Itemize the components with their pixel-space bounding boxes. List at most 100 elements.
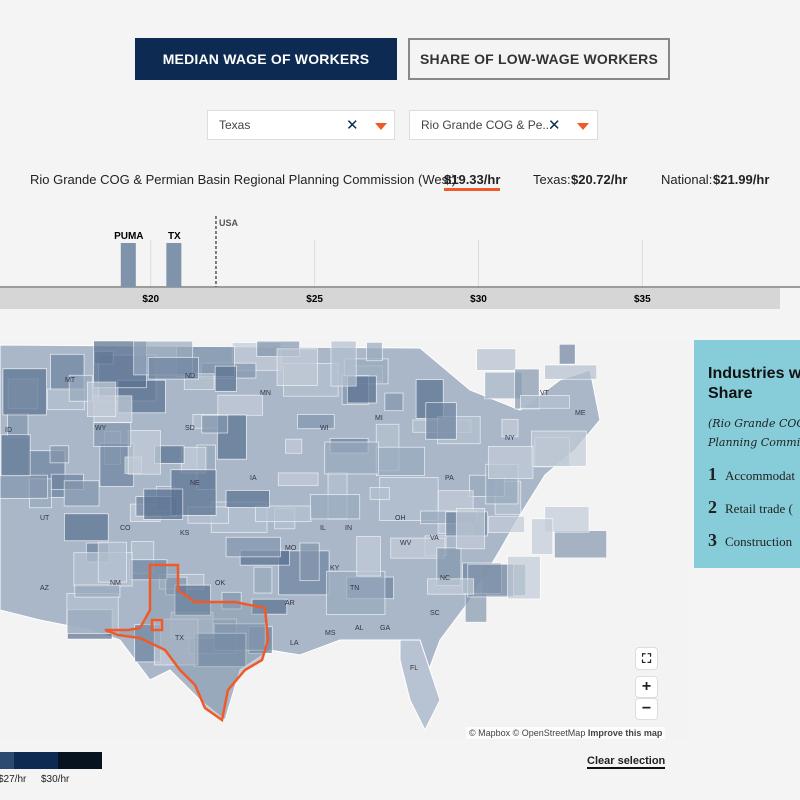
map-region[interactable] [425, 402, 457, 440]
state-label: ME [575, 410, 586, 417]
state-label: NC [440, 575, 450, 582]
map-region[interactable] [180, 446, 207, 474]
clear-icon[interactable]: ✕ [346, 117, 359, 134]
map-region[interactable] [285, 438, 303, 454]
state-label: Texas: [533, 172, 571, 187]
map-region[interactable] [253, 566, 273, 594]
state-label: UT [40, 515, 50, 522]
panel-title: Industries w Share [708, 365, 800, 402]
state-label: OK [215, 580, 225, 587]
clear-selection-link[interactable]: Clear selection [587, 755, 666, 769]
map-region[interactable] [143, 488, 184, 520]
state-label: NE [190, 480, 200, 487]
tab-low-wage-share[interactable]: SHARE OF LOW-WAGE WORKERS [408, 38, 670, 80]
map-region[interactable] [488, 515, 526, 534]
zoom-out-button[interactable]: − [635, 698, 658, 720]
state-label: AL [355, 625, 364, 632]
map-region[interactable] [455, 508, 486, 550]
map-region[interactable] [0, 474, 49, 499]
improve-map-link[interactable]: Improve this map [587, 728, 663, 738]
state-label: MI [375, 415, 383, 422]
map-region[interactable] [520, 394, 570, 409]
map-region[interactable] [544, 364, 598, 380]
state-label: MT [65, 377, 76, 384]
map-region[interactable] [476, 348, 517, 371]
map-region[interactable] [225, 536, 281, 558]
wage-distribution-chart: $20 $25 $30 $35 PUMA TX USA [0, 216, 800, 309]
map-region[interactable] [501, 418, 519, 438]
map-region[interactable] [63, 513, 109, 542]
map-region[interactable] [356, 536, 381, 577]
clear-icon[interactable]: ✕ [548, 117, 561, 134]
map-region[interactable] [276, 348, 318, 386]
map-region[interactable] [558, 343, 576, 365]
florida [399, 639, 441, 732]
map-region[interactable] [369, 486, 390, 500]
x-tick-label: $20 [142, 294, 159, 305]
map-region[interactable] [127, 430, 161, 475]
zoom-in-button[interactable]: + [635, 676, 658, 698]
chevron-down-icon[interactable] [375, 123, 387, 130]
map-region[interactable] [330, 340, 357, 387]
region-select[interactable]: Rio Grande COG & Pe... ✕ [409, 110, 598, 140]
state-label: NY [505, 435, 515, 442]
bar-label: PUMA [114, 231, 143, 242]
state-label: TX [175, 635, 184, 642]
state-label: WI [320, 425, 329, 432]
map-region[interactable] [97, 541, 127, 583]
region-select-value: Rio Grande COG & Pe... [421, 118, 553, 132]
map-region[interactable] [63, 480, 100, 507]
map-region[interactable] [487, 446, 534, 479]
state-label: SC [430, 610, 440, 617]
industry-item: 2 Retail trade ( [708, 497, 793, 517]
state-label: VA [430, 535, 439, 542]
map-region[interactable] [467, 563, 515, 598]
map-region[interactable] [366, 341, 383, 362]
state-label: NM [110, 580, 121, 587]
map-region[interactable] [225, 489, 270, 508]
state-label: IN [345, 525, 352, 532]
state-label: ND [185, 373, 195, 380]
map-region[interactable] [251, 598, 288, 615]
tab-median-wage[interactable]: MEDIAN WAGE OF WORKERS [135, 38, 397, 80]
state-label: MN [260, 390, 271, 397]
national-value: $21.99/hr [713, 172, 770, 187]
state-label: WY [95, 425, 107, 432]
map-region[interactable] [299, 542, 320, 582]
map-region[interactable] [2, 368, 47, 416]
map-region[interactable] [553, 530, 608, 559]
map-region[interactable] [507, 555, 541, 600]
state-label: CO [120, 525, 131, 532]
axis-band [0, 288, 780, 309]
map-region[interactable] [221, 591, 242, 610]
map-region[interactable] [49, 445, 70, 464]
map-region[interactable] [0, 434, 31, 477]
map-region[interactable] [384, 392, 404, 412]
state-label: KS [180, 530, 190, 537]
wage-map[interactable]: MT ND MN ID WY SD WI MI NE IA UT CO KS MO IL IN OH PA NY VT… [0, 340, 690, 740]
map-region[interactable] [309, 494, 361, 520]
map-region[interactable] [427, 578, 475, 595]
map-region[interactable] [86, 381, 117, 417]
map-region[interactable] [277, 472, 319, 486]
fullscreen-button[interactable]: ⛶ [635, 647, 658, 670]
map-region[interactable] [74, 584, 121, 598]
state-label: VT [540, 390, 550, 397]
state-select[interactable]: Texas ✕ [207, 110, 395, 140]
map-region[interactable] [66, 593, 119, 635]
map-region[interactable] [297, 413, 335, 430]
map-region[interactable] [531, 430, 587, 467]
map-region[interactable] [147, 356, 199, 380]
state-label: IA [250, 475, 257, 482]
national-label: National: [661, 172, 713, 187]
chevron-down-icon[interactable] [577, 123, 589, 130]
map-region[interactable] [255, 505, 312, 523]
map-region[interactable] [201, 414, 229, 434]
map-region[interactable] [375, 446, 426, 476]
map-region[interactable] [214, 365, 237, 392]
map-region[interactable] [217, 394, 263, 416]
map-region[interactable] [324, 441, 379, 475]
legend-label: $27/hr [0, 774, 27, 785]
map-region[interactable] [325, 570, 386, 615]
map-region[interactable] [530, 518, 554, 555]
